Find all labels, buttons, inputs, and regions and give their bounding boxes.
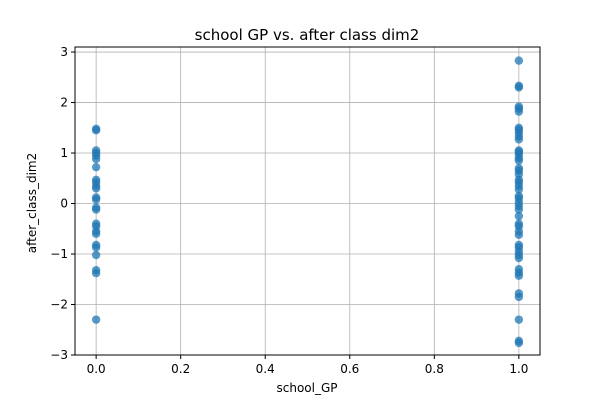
data-point [514,83,524,92]
data-point [91,250,101,260]
x-tick-label: 0.8 [425,362,444,376]
y-tick-label: −3 [50,348,68,362]
y-axis-ticks: −3 −2 −1 0 1 2 3 [50,45,75,362]
data-point [514,135,524,144]
y-tick-label: 0 [60,197,68,211]
data-point [91,126,101,135]
data-point [514,253,524,263]
y-axis-label: after_class_dim2 [25,153,39,253]
data-point [514,338,524,348]
data-point [91,195,101,204]
y-tick-label: 2 [60,96,68,110]
data-point [91,269,101,278]
y-tick-label: −1 [50,247,68,261]
data-point [514,315,524,324]
data-point [514,292,524,302]
data-point [91,154,101,164]
data-point [514,230,524,240]
data-point [514,56,524,65]
x-tick-label: 0.0 [87,362,106,376]
x-axis-label: school_GP [276,381,337,395]
data-point [514,271,524,280]
data-point [91,243,101,252]
plot-frame [74,46,541,356]
x-tick-label: 1.0 [509,362,528,376]
data-point [91,205,101,214]
y-tick-label: 1 [60,146,68,160]
data-point [91,184,101,193]
data-point [514,205,524,214]
data-point [514,107,524,116]
x-tick-label: 0.2 [171,362,190,376]
data-point [91,315,101,324]
x-tick-label: 0.6 [340,362,359,376]
chart-title: school GP vs. after class dim2 [195,26,420,44]
data-point [91,162,101,172]
data-point [514,211,524,221]
grid-layer [75,47,540,356]
data-point [91,229,101,239]
data-point [514,185,524,194]
y-tick-label: −2 [50,298,68,312]
x-axis-ticks: 0.0 0.2 0.4 0.6 0.8 1.0 [87,355,528,376]
points-layer [91,56,524,348]
data-point [514,156,524,165]
x-tick-label: 0.4 [256,362,275,376]
y-tick-label: 3 [60,45,68,59]
